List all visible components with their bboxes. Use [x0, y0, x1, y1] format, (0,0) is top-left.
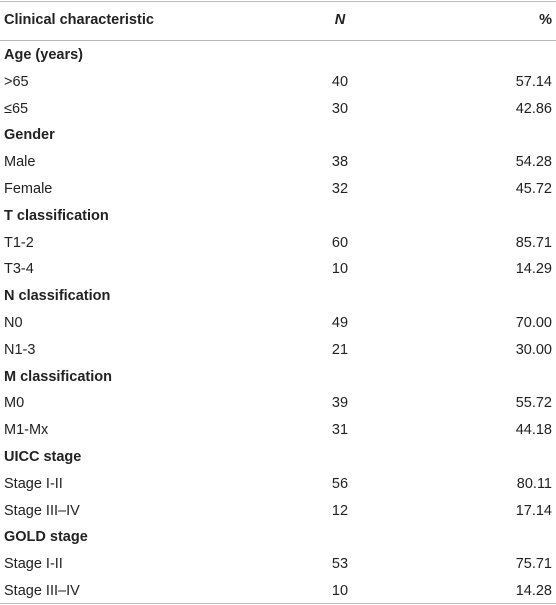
percent: 54.28	[515, 154, 552, 171]
header-row: Clinical characteristic N%	[0, 1, 556, 40]
row-label: T1-2	[4, 234, 34, 251]
count: 10	[331, 583, 349, 599]
data-row: T1-2 60 85.71	[0, 230, 556, 257]
count: 53	[331, 556, 349, 573]
data-row: T3-4 10 14.29	[0, 256, 556, 283]
count: 12	[331, 502, 349, 519]
count: 30	[331, 100, 349, 117]
group-row: GOLD stage	[0, 524, 556, 551]
count: 32	[331, 181, 349, 197]
top-rule	[0, 1, 556, 2]
percent: 80.11	[516, 475, 552, 492]
group-title: M classification	[4, 368, 112, 385]
row-label: Female	[4, 181, 53, 197]
count: 49	[331, 315, 349, 331]
column-header: Clinical characteristic	[4, 12, 154, 28]
row-label: T3-4	[4, 261, 34, 278]
data-row: M1-Mx 31 44.18	[0, 417, 556, 444]
percent: 30.00	[515, 341, 552, 358]
count: 31	[331, 422, 349, 439]
row-label: Stage I-II	[4, 556, 63, 573]
percent: 45.72	[515, 181, 552, 197]
group-row: Gender	[0, 122, 556, 149]
group-row: UICC stage	[0, 444, 556, 471]
data-row: N1-3 21 30.00	[0, 337, 556, 364]
percent: 57.14	[515, 73, 552, 90]
data-row: M0 39 55.72	[0, 390, 556, 417]
group-title: T classification	[4, 207, 109, 224]
group-row: N classification	[0, 283, 556, 310]
data-row: ≤65 30 42.86	[0, 96, 556, 123]
percent: 70.00	[515, 315, 552, 331]
count: 10	[331, 261, 349, 278]
data-row: Male 38 54.28	[0, 149, 556, 176]
group-title: N classification	[4, 288, 111, 305]
data-row: Stage III–IV 10 14.28	[0, 578, 556, 605]
column-header: N	[334, 12, 346, 28]
group-row: T classification	[0, 203, 556, 230]
count: 60	[331, 234, 349, 251]
data-row: Stage I-II 56 80.11	[0, 471, 556, 498]
row-label: M0	[4, 395, 25, 412]
count: 38	[331, 154, 349, 171]
group-title: Gender	[4, 127, 55, 144]
count: 56	[331, 475, 349, 492]
bottom-rule	[0, 603, 556, 604]
column-header: %	[539, 12, 552, 28]
row-label: ≤65	[4, 100, 29, 117]
count: 21	[331, 341, 349, 358]
row-label: Stage III–IV	[4, 583, 80, 599]
percent: 44.18	[515, 422, 552, 439]
percent: 14.28	[515, 583, 552, 599]
percent: 85.71	[515, 234, 552, 251]
percent: 17.14	[515, 502, 552, 519]
count: 40	[331, 73, 349, 90]
data-row: Stage I-II 53 75.71	[0, 551, 556, 578]
percent: 75.71	[515, 556, 552, 573]
data-row: N0 49 70.00	[0, 310, 556, 337]
group-row: M classification	[0, 364, 556, 391]
group-title: UICC stage	[4, 449, 82, 465]
group-title: Age (years)	[4, 47, 83, 63]
row-label: >65	[4, 73, 29, 90]
percent: 55.72	[515, 395, 552, 412]
row-label: Stage III–IV	[4, 502, 80, 519]
header-rule	[0, 40, 556, 41]
data-row: >65 40 57.14	[0, 69, 556, 96]
row-label: N0	[4, 315, 23, 331]
group-row: Age (years)	[0, 42, 556, 69]
percent: 14.29	[515, 261, 552, 278]
row-label: M1-Mx	[4, 422, 49, 439]
group-title: GOLD stage	[4, 529, 88, 546]
data-row: Stage III–IV 12 17.14	[0, 498, 556, 525]
row-label: Stage I-II	[4, 475, 63, 492]
count: 39	[331, 395, 349, 412]
percent: 42.86	[515, 100, 552, 117]
row-label: Male	[4, 154, 36, 171]
row-label: N1-3	[4, 341, 36, 358]
data-row: Female 32 45.72	[0, 176, 556, 203]
